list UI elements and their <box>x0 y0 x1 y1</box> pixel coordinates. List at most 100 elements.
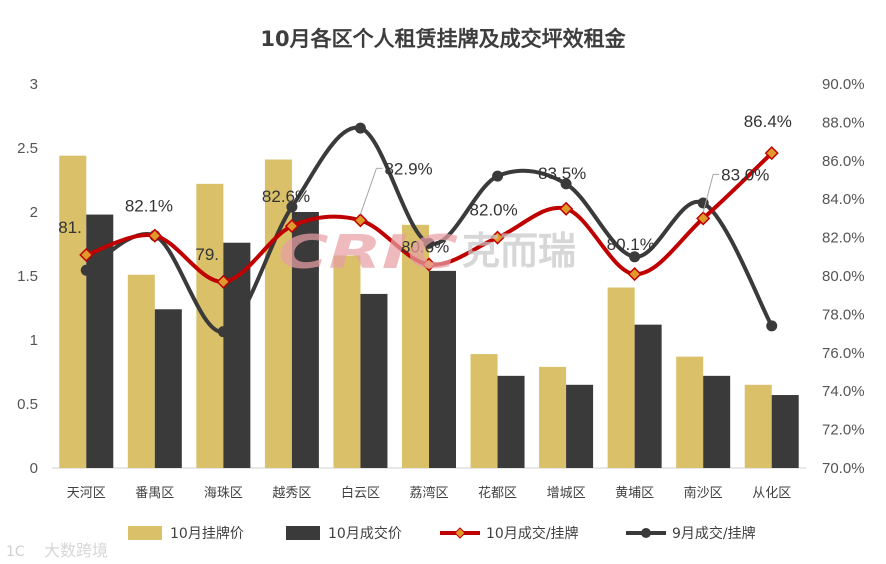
data-label-oct-ratio: 83.0% <box>721 165 769 184</box>
x-category-label: 天河区 <box>67 486 106 501</box>
x-category-label: 白云区 <box>341 485 380 501</box>
y-left-tick-label: 2.5 <box>17 140 38 157</box>
y-axis-left: 0 0.5 1 1.5 2 2.5 3 <box>17 76 38 477</box>
y-left-tick-label: 0 <box>30 460 38 477</box>
x-category-label: 南沙区 <box>684 485 723 501</box>
plot-area: 81. 82.1% 79. 82.6% 82.9% 80.6% 82.0% 83.5% 80.1… <box>52 112 806 469</box>
y-left-tick-label: 2 <box>30 204 38 221</box>
bar-deal <box>566 384 594 468</box>
data-label-oct-ratio: 80.1% <box>607 235 655 254</box>
marker-sep-ratio <box>560 178 572 190</box>
y-right-tick-label: 72.0% <box>822 422 865 439</box>
legend-label: 9月成交/挂牌 <box>672 525 756 542</box>
y-left-tick-label: 1 <box>30 332 38 349</box>
marker-oct-ratio <box>79 247 94 262</box>
data-label-oct-ratio: 80.6% <box>401 237 449 256</box>
corner-watermark-text: 大数跨境 <box>44 541 108 560</box>
marker-sep-ratio <box>286 201 298 213</box>
marker-oct-ratio <box>421 257 437 272</box>
bar-deal <box>771 395 799 468</box>
y-left-tick-label: 3 <box>30 76 38 93</box>
y-right-tick-label: 90.0% <box>822 76 865 93</box>
data-label-oct-ratio: 82.0% <box>470 201 518 220</box>
chart-title: 10月各区个人租赁挂牌及成交坪效租金 <box>260 27 626 51</box>
y-right-tick-label: 70.0% <box>822 460 865 477</box>
corner-watermark: 1C 大数跨境 <box>6 541 108 560</box>
legend-swatch-bar <box>286 526 320 540</box>
lines-group <box>79 122 779 338</box>
y-right-tick-label: 80.0% <box>822 268 865 285</box>
marker-sep-ratio <box>629 251 641 263</box>
marker-oct-ratio <box>490 230 505 245</box>
y-right-tick-label: 74.0% <box>822 383 865 400</box>
cric-watermark: CRIC 克而瑞 <box>278 225 576 279</box>
x-category-label: 花都区 <box>478 485 517 501</box>
x-axis-categories: 天河区 番禺区 海珠区 越秀区 白云区 荔湾区 花都区 增城区 黄埔区 南沙区 从化区 <box>67 485 791 501</box>
bars-group <box>59 155 799 468</box>
marker-sep-ratio <box>766 320 778 332</box>
marker-sep-ratio <box>354 122 366 134</box>
marker-oct-ratio <box>764 146 779 161</box>
y-right-tick-label: 88.0% <box>822 114 865 131</box>
marker-sep-ratio <box>217 326 229 338</box>
marker-oct-ratio <box>284 219 299 234</box>
y-axis-right: 70.0% 72.0% 74.0% 76.0% 78.0% 80.0% 82.0% 84.0%… <box>822 76 865 477</box>
x-category-label: 番禺区 <box>135 486 174 501</box>
x-category-label: 从化区 <box>752 486 791 501</box>
y-right-tick-label: 78.0% <box>822 306 865 323</box>
bar-listing <box>676 356 704 468</box>
marker-oct-ratio <box>216 274 231 289</box>
legend: 10月挂牌价 10月成交价 10月成交/挂牌 9月成交/挂牌 <box>128 525 756 542</box>
x-category-label: 越秀区 <box>272 486 311 501</box>
marker-oct-ratio <box>147 228 162 243</box>
bar-listing <box>539 366 567 468</box>
marker-oct-ratio <box>353 213 368 228</box>
bar-listing <box>607 287 635 468</box>
y-right-tick-label: 86.0% <box>822 153 865 170</box>
marker-sep-ratio <box>80 264 92 276</box>
data-label-leader <box>702 174 714 213</box>
x-category-label: 黄埔区 <box>615 486 654 501</box>
data-label-oct-ratio: 82.9% <box>384 159 432 178</box>
cric-watermark-cn: 克而瑞 <box>462 229 576 273</box>
y-right-tick-label: 76.0% <box>822 345 865 362</box>
bar-deal <box>429 270 456 468</box>
legend-marker-diamond <box>454 527 466 539</box>
data-label-oct-ratio: 79. <box>195 245 219 264</box>
legend-label: 10月成交价 <box>328 525 402 542</box>
data-labels-group: 81. 82.1% 79. 82.6% 82.9% 80.6% 82.0% 83.5% 80.1… <box>58 112 792 264</box>
y-left-tick-label: 1.5 <box>17 268 38 285</box>
marker-oct-ratio <box>559 201 574 216</box>
marker-sep-ratio <box>423 237 435 249</box>
bar-deal <box>360 293 388 468</box>
data-label-oct-ratio: 82.1% <box>125 197 173 216</box>
legend-swatch-bar <box>128 526 162 540</box>
bar-listing <box>744 384 772 468</box>
bar-listing <box>470 354 498 468</box>
x-category-label: 海珠区 <box>204 486 243 501</box>
bar-deal <box>703 375 731 468</box>
legend-label: 10月挂牌价 <box>170 525 244 542</box>
marker-sep-ratio <box>492 170 504 182</box>
bar-listing <box>127 274 155 468</box>
data-label-leader <box>359 168 377 215</box>
bar-listing <box>59 155 87 468</box>
data-label-oct-ratio: 83.5% <box>538 164 586 183</box>
bar-deal <box>634 324 662 468</box>
y-left-tick-label: 0.5 <box>17 396 38 413</box>
y-right-tick-label: 84.0% <box>822 191 865 208</box>
bar-listing <box>333 255 361 468</box>
line-sep-ratio <box>84 125 774 334</box>
y-right-tick-label: 82.0% <box>822 230 865 247</box>
legend-marker-circle <box>641 528 651 538</box>
data-label-oct-ratio: 82.6% <box>262 187 310 206</box>
x-category-label: 增城区 <box>547 486 586 501</box>
marker-oct-ratio <box>627 267 642 282</box>
cric-watermark-letters: CRIC <box>278 225 458 279</box>
data-label-oct-ratio: 81. <box>58 218 82 237</box>
bar-deal <box>154 309 182 468</box>
corner-watermark-mark: 1C <box>6 544 25 560</box>
bar-deal <box>497 375 525 468</box>
bar-deal <box>291 212 319 468</box>
